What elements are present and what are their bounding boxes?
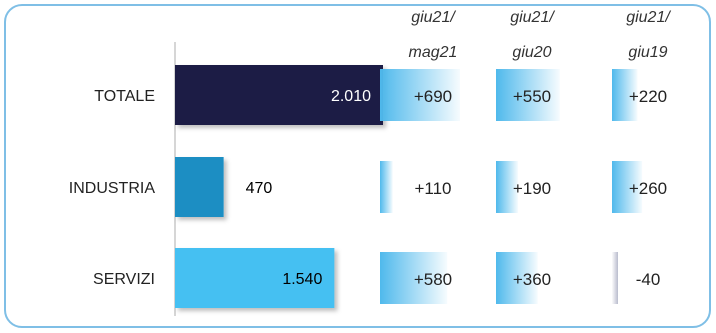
delta-value-label: +550 xyxy=(513,87,551,106)
column-header-line1: giu21/ xyxy=(626,9,671,26)
delta-bar xyxy=(380,161,393,213)
column-header-line2: giu19 xyxy=(628,44,667,61)
category-label: SERVIZI xyxy=(93,271,155,288)
delta-value-label: +220 xyxy=(629,87,667,106)
delta-value-label: -40 xyxy=(636,270,661,289)
chart-frame xyxy=(4,4,711,328)
delta-value-label: +580 xyxy=(414,270,452,289)
delta-bar xyxy=(496,161,519,213)
bar xyxy=(175,248,335,308)
category-label: INDUSTRIA xyxy=(69,180,156,197)
delta-bar xyxy=(496,69,560,121)
delta-bar xyxy=(496,252,538,304)
column-header-line1: giu21/ xyxy=(411,9,456,26)
category-label: TOTALE xyxy=(94,88,155,105)
column-header-line2: giu20 xyxy=(512,44,551,61)
delta-value-label: +110 xyxy=(414,179,451,198)
bar-value-label: 1.540 xyxy=(282,271,322,288)
delta-bar xyxy=(612,252,618,304)
column-header-line1: giu21/ xyxy=(510,9,555,26)
delta-bar xyxy=(612,161,643,213)
delta-value-label: +260 xyxy=(629,179,667,198)
bar-value-label: 2.010 xyxy=(331,88,371,105)
delta-bar xyxy=(612,69,638,121)
delta-value-label: +360 xyxy=(513,270,551,289)
bar xyxy=(175,157,224,217)
column-header-line2: mag21 xyxy=(409,44,458,61)
bar-value-label: 470 xyxy=(246,180,273,197)
delta-bar xyxy=(380,252,448,304)
delta-value-label: +690 xyxy=(414,87,452,106)
delta-value-label: +190 xyxy=(513,179,551,198)
bar xyxy=(175,65,383,125)
delta-bar xyxy=(380,69,460,121)
